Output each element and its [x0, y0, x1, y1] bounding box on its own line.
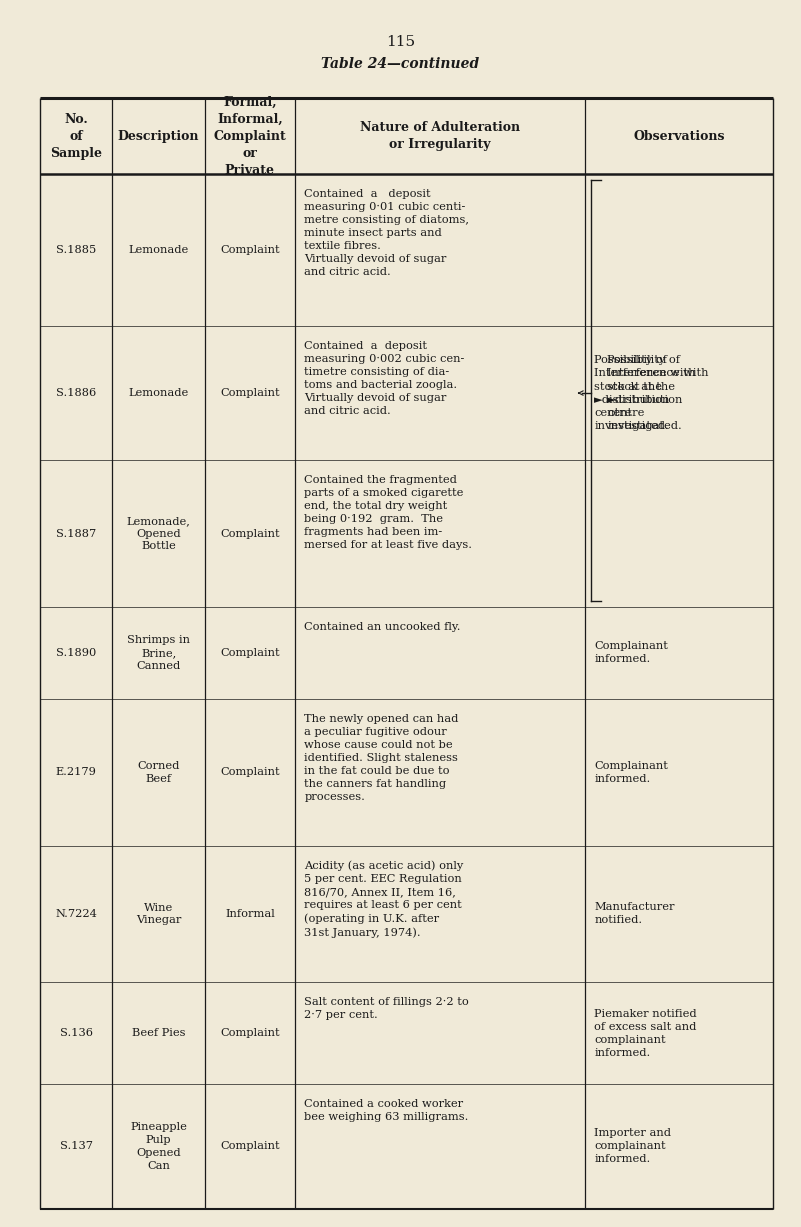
Text: Possibility of
Interference with
stock at the
►distribution
centre
investigated.: Possibility of Interference with stock a…: [594, 356, 696, 431]
Text: Complaint: Complaint: [220, 388, 280, 398]
Text: Complaint: Complaint: [220, 529, 280, 539]
Text: Observations: Observations: [633, 130, 725, 142]
Text: Salt content of fillings 2·2 to
2·7 per cent.: Salt content of fillings 2·2 to 2·7 per …: [304, 998, 469, 1020]
Text: Possibility of
Interference with
stock at the
►distribution
centre
investigated.: Possibility of Interference with stock a…: [607, 356, 709, 431]
Text: Description: Description: [118, 130, 199, 142]
Text: E.2179: E.2179: [55, 767, 97, 777]
Text: Complainant
informed.: Complainant informed.: [594, 761, 668, 784]
Text: Contained an uncooked fly.: Contained an uncooked fly.: [304, 622, 461, 632]
Text: S.137: S.137: [59, 1141, 93, 1151]
Text: Complaint: Complaint: [220, 1141, 280, 1151]
Text: The newly opened can had
a peculiar fugitive odour
whose cause could not be
iden: The newly opened can had a peculiar fugi…: [304, 714, 459, 801]
Text: Table 24—continued: Table 24—continued: [321, 56, 480, 71]
Text: Manufacturer
notified.: Manufacturer notified.: [594, 902, 674, 925]
Text: Nature of Adulteration
or Irregularity: Nature of Adulteration or Irregularity: [360, 121, 520, 151]
Text: Contained  a   deposit
measuring 0·01 cubic centi-
metre consisting of diatoms,
: Contained a deposit measuring 0·01 cubic…: [304, 189, 469, 277]
Text: Beef Pies: Beef Pies: [132, 1028, 185, 1038]
Text: Formal,
Informal,
Complaint
or
Private: Formal, Informal, Complaint or Private: [214, 96, 286, 177]
Text: Importer and
complainant
informed.: Importer and complainant informed.: [594, 1129, 671, 1164]
Text: S.1885: S.1885: [56, 245, 96, 255]
Text: Contained  a  deposit
measuring 0·002 cubic cen-
timetre consisting of dia-
toms: Contained a deposit measuring 0·002 cubi…: [304, 341, 465, 416]
Text: Complaint: Complaint: [220, 1028, 280, 1038]
Text: Complaint: Complaint: [220, 245, 280, 255]
Text: Pineapple
Pulp
Opened
Can: Pineapple Pulp Opened Can: [130, 1123, 187, 1171]
Text: Corned
Beef: Corned Beef: [138, 761, 179, 784]
Text: Lemonade,
Opened
Bottle: Lemonade, Opened Bottle: [127, 515, 191, 551]
Text: Acidity (as acetic acid) only
5 per cent. EEC Regulation
816/70, Annex II, Item : Acidity (as acetic acid) only 5 per cent…: [304, 860, 464, 937]
Text: Informal: Informal: [225, 909, 275, 919]
Text: Contained a cooked worker
bee weighing 63 milligrams.: Contained a cooked worker bee weighing 6…: [304, 1099, 469, 1121]
Text: 115: 115: [386, 34, 415, 49]
Text: Complaint: Complaint: [220, 648, 280, 658]
Text: Piemaker notified
of excess salt and
complainant
informed.: Piemaker notified of excess salt and com…: [594, 1009, 697, 1058]
Text: S.1886: S.1886: [56, 388, 96, 398]
Text: Lemonade: Lemonade: [128, 245, 189, 255]
Text: S.1887: S.1887: [56, 529, 96, 539]
Text: Wine
Vinegar: Wine Vinegar: [136, 903, 181, 925]
Text: Complaint: Complaint: [220, 767, 280, 777]
Text: S.136: S.136: [59, 1028, 93, 1038]
Text: Shrimps in
Brine,
Canned: Shrimps in Brine, Canned: [127, 636, 190, 671]
Text: N.7224: N.7224: [55, 909, 97, 919]
Text: No.
of
Sample: No. of Sample: [50, 113, 102, 160]
Text: Complainant
informed.: Complainant informed.: [594, 642, 668, 664]
Text: Contained the fragmented
parts of a smoked cigarette
end, the total dry weight
b: Contained the fragmented parts of a smok…: [304, 475, 473, 550]
Text: S.1890: S.1890: [56, 648, 96, 658]
Text: Lemonade: Lemonade: [128, 388, 189, 398]
